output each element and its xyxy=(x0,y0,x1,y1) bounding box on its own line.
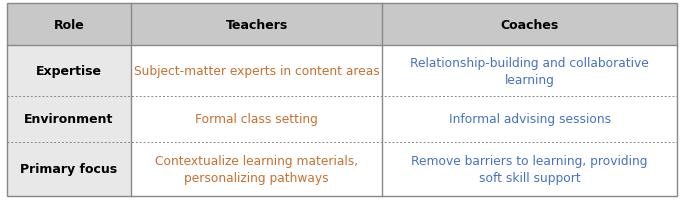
Bar xyxy=(382,4,677,46)
Bar xyxy=(7,142,131,196)
Text: Environment: Environment xyxy=(24,113,114,126)
Bar xyxy=(382,96,677,142)
Text: Role: Role xyxy=(53,19,84,32)
Bar xyxy=(131,142,382,196)
Text: Subject-matter experts in content areas: Subject-matter experts in content areas xyxy=(133,65,380,78)
Text: Relationship-building and collaborative
learning: Relationship-building and collaborative … xyxy=(410,56,649,86)
Bar xyxy=(131,96,382,142)
Text: Formal class setting: Formal class setting xyxy=(195,113,318,126)
Text: Teachers: Teachers xyxy=(226,19,288,32)
Text: Informal advising sessions: Informal advising sessions xyxy=(449,113,611,126)
Bar xyxy=(7,4,131,46)
Text: Expertise: Expertise xyxy=(36,65,102,78)
Text: Primary focus: Primary focus xyxy=(21,163,118,176)
Bar xyxy=(382,46,677,96)
Bar xyxy=(7,46,131,96)
Bar xyxy=(131,46,382,96)
Text: Remove barriers to learning, providing
soft skill support: Remove barriers to learning, providing s… xyxy=(412,154,648,184)
Bar xyxy=(7,96,131,142)
Text: Contextualize learning materials,
personalizing pathways: Contextualize learning materials, person… xyxy=(155,154,358,184)
Text: Coaches: Coaches xyxy=(501,19,559,32)
Bar xyxy=(131,4,382,46)
Bar xyxy=(382,142,677,196)
